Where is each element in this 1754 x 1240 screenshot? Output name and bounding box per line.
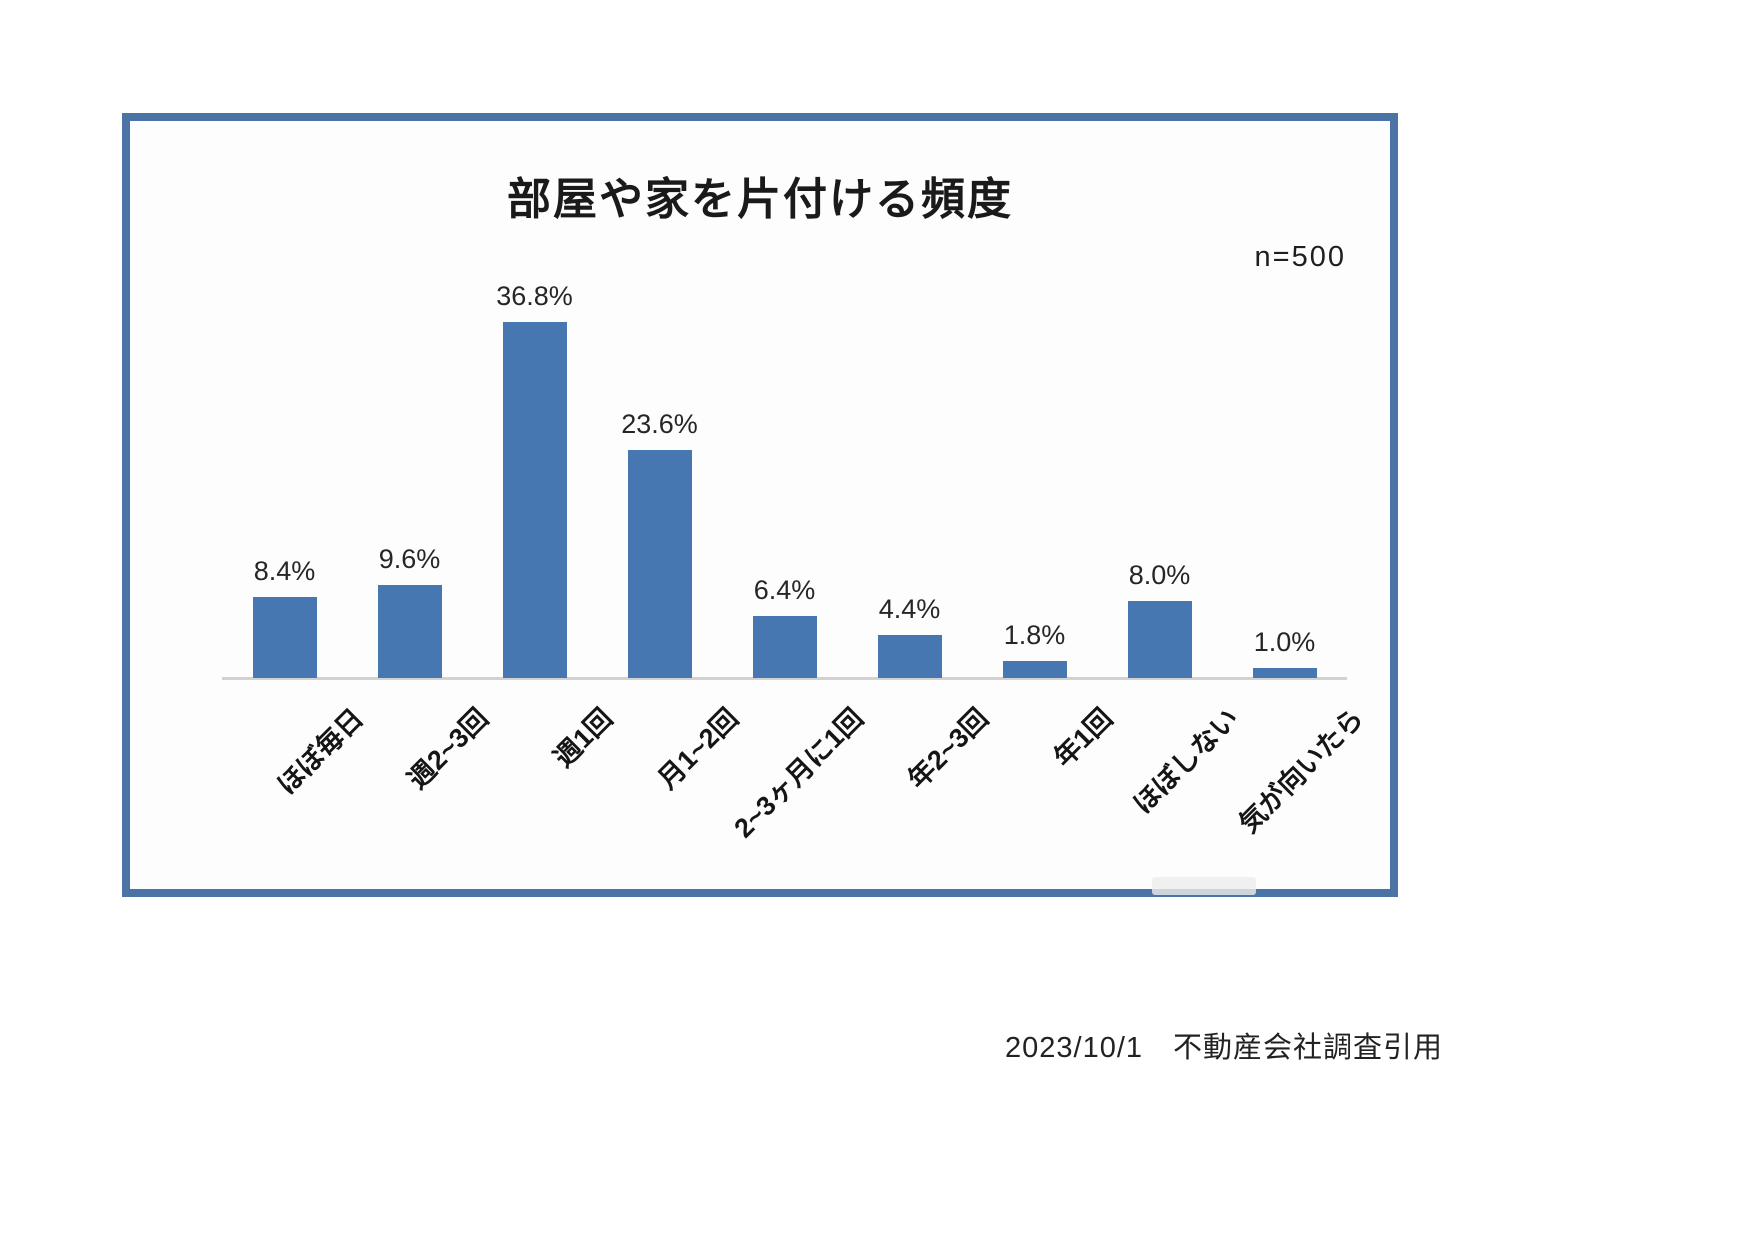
chart-frame: 部屋や家を片付ける頻度 n=500 8.4% 9.6% 36.8% 23.6% 6.4%…: [122, 113, 1398, 897]
bar-value-label: 4.4%: [878, 594, 941, 624]
bar-value-label: 23.6%: [621, 409, 698, 439]
plot-area: 8.4% 9.6% 36.8% 23.6% 6.4% 4.4% 1.8% 8.0% 1.0%: [222, 121, 1347, 680]
source-note: 2023/10/1 不動産会社調査引用: [1005, 1032, 1444, 1064]
category-label: ほぼしない: [1126, 702, 1244, 820]
bar: [752, 616, 817, 678]
category-labels-container: ほぼ毎日 週2~3回 週1回 月1~2回 2~3ヶ月に1回 年2~3回 年1回 ほぼしない 気が…: [222, 678, 1369, 905]
bar: [377, 585, 442, 678]
category-label: 月1~2回: [651, 702, 744, 795]
bar-value-label: 1.8%: [1003, 620, 1066, 650]
smudge-artifact: [1152, 877, 1256, 895]
bar: [1127, 601, 1192, 678]
bar: [252, 597, 317, 678]
category-label: 年1回: [1048, 702, 1119, 773]
category-label: 週1回: [548, 702, 619, 773]
category-label: 週2~3回: [401, 702, 494, 795]
x-axis-line: [222, 677, 1347, 680]
chart-title: 部屋や家を片付ける頻度: [507, 175, 1013, 224]
bar: [502, 322, 567, 678]
category-label: 年2~3回: [901, 702, 994, 795]
bar-value-label: 8.4%: [253, 556, 316, 586]
sample-size-note: n=500: [1254, 241, 1346, 273]
bar-value-label: 1.0%: [1253, 627, 1316, 657]
category-label: 気が向いたら: [1232, 702, 1369, 839]
bar-value-label: 6.4%: [753, 575, 816, 605]
bar: [627, 450, 692, 678]
bar-value-label: 8.0%: [1128, 560, 1191, 590]
category-label: ほぼ毎日: [271, 702, 369, 801]
bar-value-label: 36.8%: [496, 281, 573, 311]
bar: [1252, 668, 1317, 678]
bar-value-label: 9.6%: [378, 544, 441, 574]
bar: [877, 635, 942, 678]
category-label: 2~3ヶ月に1回: [728, 702, 869, 844]
bar: [1002, 661, 1067, 678]
